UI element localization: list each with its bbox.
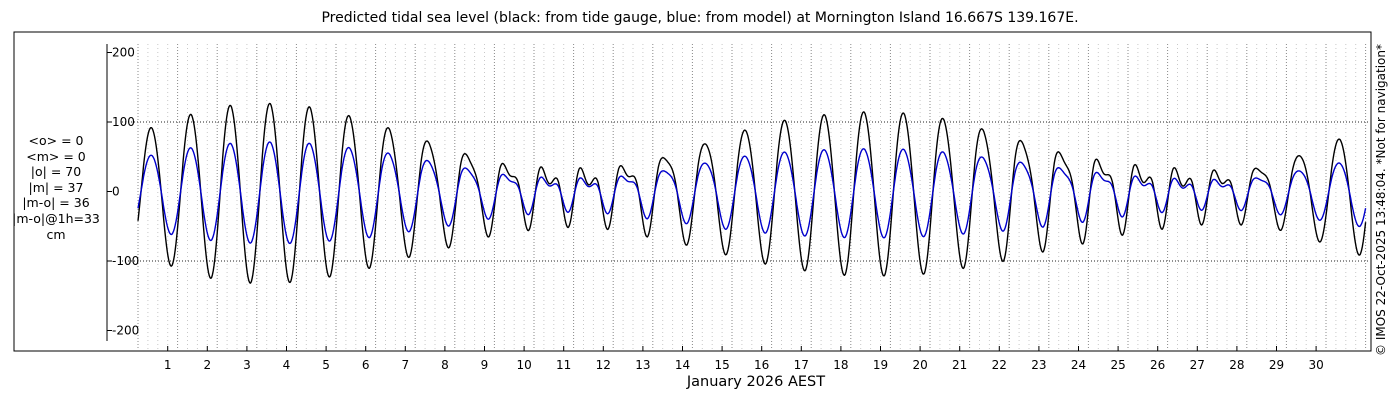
y-tick-label: 0	[112, 185, 120, 199]
x-tick-label: 28	[1229, 358, 1244, 372]
x-tick-label: 6	[362, 358, 370, 372]
series-layer	[137, 102, 1367, 284]
statistics-panel: <o> = 0 <m> = 0 |o| = 70 |m| = 37 |m-o| …	[2, 133, 110, 242]
x-tick-label: 4	[283, 358, 291, 372]
x-tick-label: 5	[322, 358, 330, 372]
series-line-tide-gauge	[137, 102, 1367, 284]
x-axis-label: January 2026 AEST	[686, 374, 826, 390]
chart-title: Predicted tidal sea level (black: from t…	[321, 10, 1079, 26]
x-tick-label: 7	[401, 358, 409, 372]
x-tick-label: 27	[1190, 358, 1205, 372]
y-tick-label: 200	[112, 46, 135, 60]
x-tick-label: 1	[164, 358, 172, 372]
stat-obs-abs: |o| = 70	[30, 164, 82, 180]
x-tick-label: 30	[1308, 358, 1323, 372]
x-tick-label: 21	[952, 358, 967, 372]
stat-unit: cm	[46, 226, 66, 242]
x-tick-label: 11	[556, 358, 571, 372]
x-tick-label: 9	[481, 358, 489, 372]
y-tick-label: 100	[112, 115, 135, 129]
stat-obs-mean: <o> = 0	[28, 133, 84, 148]
x-tick-label: 17	[794, 358, 809, 372]
x-tick-label: 22	[992, 358, 1007, 372]
x-tick-label: 14	[675, 358, 690, 372]
y-tick-label: -200	[112, 324, 139, 338]
x-tick-label: 16	[754, 358, 769, 372]
x-tick-label: 23	[1031, 358, 1046, 372]
stat-model-abs: |m| = 37	[28, 179, 84, 195]
stat-diff-abs: |m-o| = 36	[22, 195, 90, 211]
x-tick-label: 13	[635, 358, 650, 372]
stat-model-mean: <m> = 0	[26, 148, 86, 164]
x-tick-label: 10	[516, 358, 531, 372]
grid-lines	[122, 44, 1370, 350]
x-tick-label: 8	[441, 358, 449, 372]
copyright-notice: © IMOS 22-Oct-2025 13:48:04. *Not for na…	[1374, 44, 1388, 356]
x-tick-label: 19	[873, 358, 888, 372]
y-tick-label: -100	[112, 254, 139, 268]
x-tick-label: 3	[243, 358, 251, 372]
x-tick-label: 25	[1110, 358, 1125, 372]
y-axis-ticks: -200 -100 0 100 200	[107, 46, 139, 338]
x-axis-ticks: 1 2 3 4 5 6 7 8 9 10 11 12 13 14 15 16 17 18 19 20 21 22 23 24 2…	[164, 346, 1324, 372]
series-line-model	[137, 141, 1367, 245]
x-tick-label: 2	[203, 358, 211, 372]
x-tick-label: 24	[1071, 358, 1086, 372]
x-tick-label: 12	[596, 358, 611, 372]
x-tick-label: 20	[912, 358, 927, 372]
x-tick-label: 29	[1269, 358, 1284, 372]
stat-diff-1h: |m-o|@1h=33	[12, 210, 100, 226]
x-tick-label: 18	[833, 358, 848, 372]
x-tick-label: 26	[1150, 358, 1165, 372]
x-tick-label: 15	[714, 358, 729, 372]
